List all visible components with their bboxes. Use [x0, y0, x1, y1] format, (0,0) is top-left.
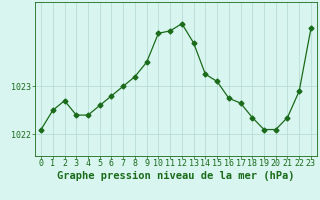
- X-axis label: Graphe pression niveau de la mer (hPa): Graphe pression niveau de la mer (hPa): [57, 171, 295, 181]
